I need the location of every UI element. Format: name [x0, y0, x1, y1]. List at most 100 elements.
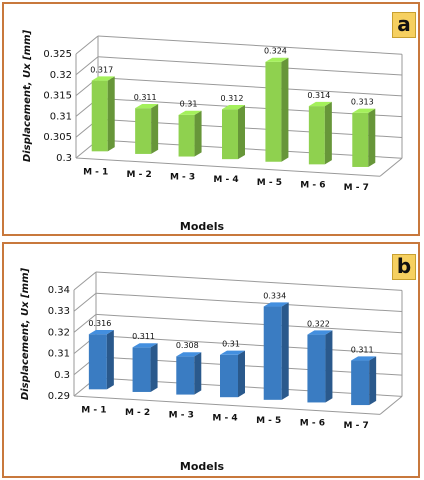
bar-top: [176, 352, 202, 357]
y-tick-label: 0.325: [43, 49, 72, 60]
bar-top: [263, 302, 289, 307]
data-label: 0.311: [132, 332, 155, 341]
bar-side: [325, 330, 333, 403]
bar-4: [222, 105, 245, 160]
data-label: 0.31: [180, 100, 198, 109]
bar-front: [351, 360, 370, 406]
gridline: [97, 97, 403, 118]
x-axis-title: Models: [180, 460, 225, 473]
bar-6: [307, 330, 333, 403]
bar-front: [263, 306, 282, 400]
bar-3: [176, 352, 202, 395]
bar-2: [135, 103, 159, 154]
panel-badge-b: b: [392, 254, 416, 280]
data-label: 0.31: [222, 340, 240, 349]
bar-front: [176, 356, 195, 395]
bar-side: [106, 330, 114, 390]
bar-top: [308, 101, 332, 107]
y-tick-label: 0.31: [50, 111, 72, 122]
data-label: 0.314: [307, 91, 330, 100]
x-tick-label: M - 4: [213, 175, 238, 185]
x-tick-label: M - 4: [212, 413, 237, 423]
bar-top: [135, 103, 159, 109]
bar-side: [281, 302, 289, 400]
bar-side: [238, 105, 245, 160]
bar-front: [265, 61, 282, 162]
bar-top: [307, 330, 333, 335]
x-tick-label: M - 6: [300, 180, 325, 190]
bar-7: [352, 108, 376, 167]
bar-top: [222, 105, 245, 110]
bar-front: [132, 347, 151, 392]
y-tick-label: 0.32: [50, 70, 72, 81]
x-tick-label: M - 7: [344, 183, 369, 193]
y-tick-label: 0.33: [48, 306, 70, 317]
bar-1: [88, 330, 114, 390]
gridline: [95, 271, 403, 291]
x-tick-label: M - 1: [83, 167, 108, 177]
bar-front: [352, 112, 369, 167]
bar-front: [135, 108, 152, 154]
bar-top: [351, 356, 377, 361]
gridline: [97, 35, 403, 55]
gridline-side: [75, 35, 99, 55]
bar-5: [263, 302, 289, 400]
data-label: 0.316: [88, 319, 111, 328]
data-label: 0.317: [90, 65, 113, 74]
bar-top: [91, 76, 115, 81]
gridline: [95, 313, 403, 334]
bar-top: [220, 350, 245, 355]
bar-side: [368, 108, 376, 167]
x-tick-label: M - 5: [257, 178, 282, 188]
bar-7: [351, 356, 377, 406]
bar-6: [308, 101, 332, 165]
bar-side: [151, 103, 159, 154]
y-tick-label: 0.31: [48, 349, 70, 360]
x-tick-label: M - 1: [81, 405, 106, 415]
y-tick-label: 0.34: [48, 285, 70, 296]
bar-side: [194, 352, 202, 395]
bar-3: [178, 110, 202, 157]
y-tick-label: 0.29: [48, 391, 70, 402]
x-tick-label: M - 3: [170, 173, 195, 183]
bar-side: [107, 76, 115, 152]
bar-front: [91, 80, 108, 152]
bar-side: [281, 57, 289, 162]
bar-front: [307, 334, 326, 403]
x-tick-label: M - 2: [125, 408, 150, 418]
data-label: 0.311: [351, 345, 374, 354]
gridline-side: [73, 314, 97, 333]
bar-front: [220, 354, 238, 398]
panel-badge-a: a: [392, 12, 416, 38]
bar-top: [132, 343, 158, 348]
floor-front-edge: [75, 157, 381, 177]
chart-panel-b: 0.29 0.3 0.31 0.32 0.33 0.34 0.316 M - 1 0.311 M …: [2, 242, 420, 478]
data-label: 0.312: [221, 94, 244, 103]
data-label: 0.334: [263, 291, 286, 300]
gridline-side: [75, 56, 99, 76]
y-tick-label: 0.315: [43, 91, 72, 102]
x-tick-label: M - 7: [344, 421, 369, 431]
chart-a: 0.3 0.305 0.31 0.315 0.32 0.325 0.317 M - 1 0.31…: [22, 30, 403, 233]
bar-side: [369, 356, 377, 406]
bar-4: [220, 350, 245, 398]
y-axis-title: Displacement, Ux [mm]: [20, 268, 31, 401]
x-axis-title: Models: [180, 220, 225, 233]
gridline: [95, 335, 403, 355]
data-label: 0.324: [264, 47, 287, 56]
x-tick-label: M - 3: [169, 411, 194, 421]
bar-2: [132, 343, 158, 392]
y-tick-label: 0.305: [43, 132, 72, 143]
bar-side: [324, 101, 332, 165]
bar-front: [222, 109, 238, 160]
data-label: 0.308: [176, 341, 199, 350]
chart-b: 0.29 0.3 0.31 0.32 0.33 0.34 0.316 M - 1 0.311 M …: [20, 268, 403, 473]
bar-top: [178, 110, 202, 115]
y-tick-label: 0.32: [48, 327, 70, 338]
bar-front: [178, 114, 195, 157]
floor-front-edge: [73, 395, 381, 415]
floor-right-edge: [379, 395, 403, 415]
bar-1: [91, 76, 115, 152]
bar-front: [308, 106, 325, 165]
floor-right-edge: [379, 157, 403, 177]
